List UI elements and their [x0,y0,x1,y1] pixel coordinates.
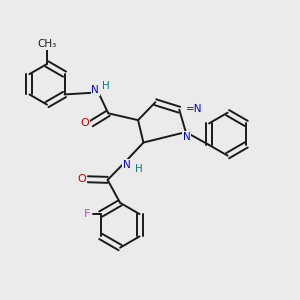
Text: F: F [84,209,91,219]
Text: N: N [92,85,99,95]
Text: H: H [135,164,143,173]
Text: H: H [102,81,110,91]
Text: CH₃: CH₃ [38,39,57,49]
Text: O: O [80,118,89,128]
Text: N: N [123,160,131,170]
Text: N: N [183,132,190,142]
Text: O: O [77,174,86,184]
Text: =N: =N [186,104,202,114]
